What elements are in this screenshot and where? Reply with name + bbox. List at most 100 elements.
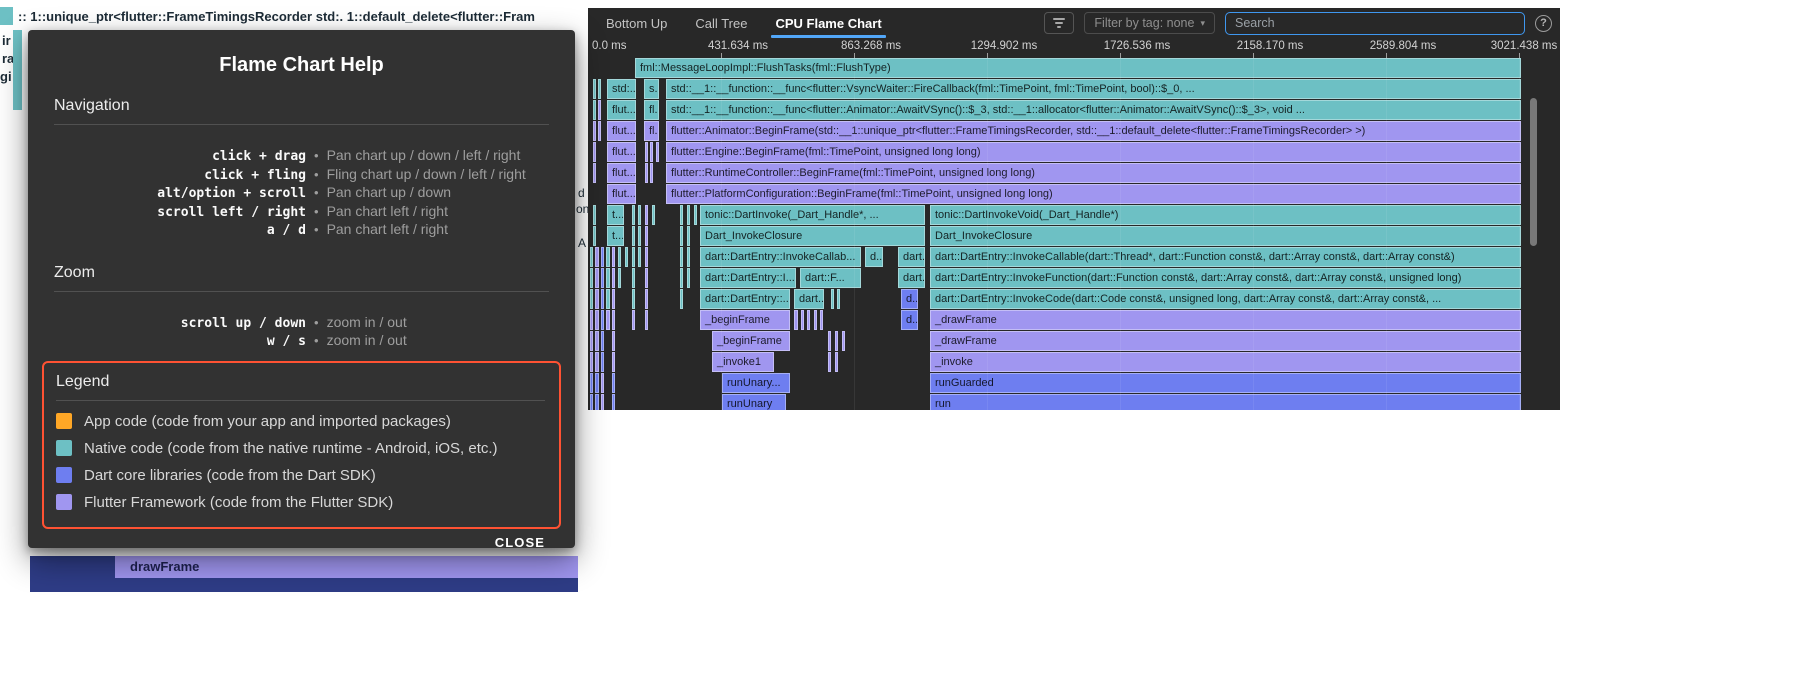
flame-frame-sliver[interactable] xyxy=(632,247,635,267)
flame-frame[interactable]: dart::DartEntry::InvokeCode(dart::Code c… xyxy=(930,289,1521,309)
flame-frame[interactable]: flutter::Engine::BeginFrame(fml::TimePoi… xyxy=(666,142,1521,162)
flame-frame[interactable]: dart::DartEntry::InvokeCallable(dart::Th… xyxy=(930,247,1521,267)
flame-frame[interactable]: flut... xyxy=(607,121,636,141)
flame-frame-sliver[interactable] xyxy=(687,205,690,225)
flame-frame-sliver[interactable] xyxy=(680,268,683,288)
flame-frame-sliver[interactable] xyxy=(680,205,683,225)
flame-frame[interactable]: fl... xyxy=(644,121,659,141)
flame-frame-sliver[interactable] xyxy=(601,247,604,267)
flame-frame[interactable]: dart::DartEntry::InvokeCallab... xyxy=(700,247,861,267)
flame-frame[interactable]: std::__1::__function::__func<flutter::Vs… xyxy=(666,79,1521,99)
flame-frame-sliver[interactable] xyxy=(601,352,604,372)
flame-frame[interactable]: d... xyxy=(901,310,918,330)
search-input[interactable] xyxy=(1225,11,1525,35)
flame-frame-sliver[interactable] xyxy=(612,331,615,351)
flame-frame-sliver[interactable] xyxy=(638,205,641,225)
flame-frame[interactable]: flutter::RuntimeController::BeginFrame(f… xyxy=(666,163,1521,183)
flame-frame-sliver[interactable] xyxy=(645,247,648,267)
flame-frame-sliver[interactable] xyxy=(601,289,604,309)
flame-frame[interactable]: flutter::PlatformConfiguration::BeginFra… xyxy=(666,184,1521,204)
vertical-scrollbar[interactable] xyxy=(1530,98,1537,246)
flame-frame-sliver[interactable] xyxy=(638,226,641,246)
flame-frame-sliver[interactable] xyxy=(593,163,596,183)
flame-frame-sliver[interactable] xyxy=(593,79,596,99)
flame-frame[interactable]: _beginFrame xyxy=(712,331,790,351)
tab-cpu-flame-chart[interactable]: CPU Flame Chart xyxy=(761,8,895,38)
flame-frame-sliver[interactable] xyxy=(593,205,596,225)
tag-filter-dropdown[interactable]: Filter by tag: none ▾ xyxy=(1084,12,1215,34)
flame-frame[interactable]: t... xyxy=(607,226,624,246)
flame-frame-sliver[interactable] xyxy=(814,310,817,330)
flame-frame[interactable]: runUnary... xyxy=(722,373,790,393)
flame-frame-sliver[interactable] xyxy=(645,226,648,246)
flame-frame-sliver[interactable] xyxy=(593,226,596,246)
flame-frame[interactable]: d... xyxy=(901,289,918,309)
flame-frame-sliver[interactable] xyxy=(645,142,648,162)
flame-frame-sliver[interactable] xyxy=(801,310,804,330)
flame-frame-sliver[interactable] xyxy=(842,331,845,351)
filter-button[interactable] xyxy=(1044,12,1075,34)
flame-frame-sliver[interactable] xyxy=(590,394,593,410)
flame-frame-sliver[interactable] xyxy=(632,226,635,246)
flame-frame-sliver[interactable] xyxy=(601,373,604,393)
flame-frame-sliver[interactable] xyxy=(625,247,628,267)
flame-frame[interactable]: flut... xyxy=(607,163,636,183)
flame-frame-sliver[interactable] xyxy=(595,247,599,267)
flame-frame[interactable]: d... xyxy=(865,247,883,267)
flame-frame-sliver[interactable] xyxy=(612,289,615,309)
flame-frame-sliver[interactable] xyxy=(645,310,648,330)
flame-frame-sliver[interactable] xyxy=(645,268,648,288)
flame-frame-sliver[interactable] xyxy=(601,394,604,410)
flame-frame-sliver[interactable] xyxy=(606,268,610,288)
flame-frame-sliver[interactable] xyxy=(687,247,690,267)
flame-frame-sliver[interactable] xyxy=(612,394,615,410)
flame-frame[interactable]: t... xyxy=(607,205,624,225)
flame-frame-sliver[interactable] xyxy=(595,373,599,393)
flame-frame[interactable]: flut... xyxy=(607,184,636,204)
flame-frame-sliver[interactable] xyxy=(680,289,683,309)
flame-frame-sliver[interactable] xyxy=(612,373,615,393)
flame-frame-sliver[interactable] xyxy=(612,352,615,372)
flame-frame-sliver[interactable] xyxy=(595,331,599,351)
flame-frame-sliver[interactable] xyxy=(595,310,599,330)
flame-frame[interactable]: dart... xyxy=(794,289,824,309)
flame-frame-sliver[interactable] xyxy=(593,142,596,162)
flame-frame-sliver[interactable] xyxy=(632,289,635,309)
flame-frame-sliver[interactable] xyxy=(595,289,599,309)
flame-frame-sliver[interactable] xyxy=(680,226,683,246)
flame-frame-sliver[interactable] xyxy=(590,310,593,330)
help-icon[interactable]: ? xyxy=(1535,14,1552,32)
flame-frame-sliver[interactable] xyxy=(612,268,615,288)
flame-frame[interactable]: dart::F... xyxy=(800,268,861,288)
flame-frame-sliver[interactable] xyxy=(601,310,604,330)
flame-frame-sliver[interactable] xyxy=(590,268,593,288)
flame-frame-sliver[interactable] xyxy=(618,268,621,288)
flame-frame-sliver[interactable] xyxy=(606,310,610,330)
flame-frame-sliver[interactable] xyxy=(694,205,697,225)
flame-frame-sliver[interactable] xyxy=(820,310,823,330)
flame-frame-sliver[interactable] xyxy=(601,268,604,288)
flame-frame[interactable]: _drawFrame xyxy=(930,310,1521,330)
flame-frame-sliver[interactable] xyxy=(632,310,635,330)
tab-bottom-up[interactable]: Bottom Up xyxy=(606,15,668,31)
flame-frame[interactable]: tonic::DartInvokeVoid(_Dart_Handle*) xyxy=(930,205,1521,225)
flame-frame-sliver[interactable] xyxy=(606,289,610,309)
flame-frame[interactable]: _invoke xyxy=(930,352,1521,372)
flame-frame-sliver[interactable] xyxy=(835,352,838,372)
flame-frame-sliver[interactable] xyxy=(590,331,593,351)
flame-frame-sliver[interactable] xyxy=(650,142,653,162)
flame-frame-sliver[interactable] xyxy=(590,247,593,267)
flame-frame-sliver[interactable] xyxy=(618,247,621,267)
flame-frame-sliver[interactable] xyxy=(828,352,831,372)
flame-frame-sliver[interactable] xyxy=(601,331,604,351)
flame-frame[interactable]: _invoke1 xyxy=(712,352,774,372)
flame-frame-sliver[interactable] xyxy=(612,310,615,330)
flame-frame-sliver[interactable] xyxy=(612,247,615,267)
flame-frame[interactable]: dart... xyxy=(898,268,925,288)
flame-frame[interactable]: fml::MessageLoopImpl::FlushTasks(fml::Fl… xyxy=(635,58,1521,78)
flame-frame[interactable]: std:... xyxy=(607,79,636,99)
flame-frame[interactable]: Dart_InvokeClosure xyxy=(930,226,1521,246)
flame-frame-sliver[interactable] xyxy=(595,394,599,410)
flame-frame-sliver[interactable] xyxy=(632,268,635,288)
flame-frame-sliver[interactable] xyxy=(606,247,610,267)
